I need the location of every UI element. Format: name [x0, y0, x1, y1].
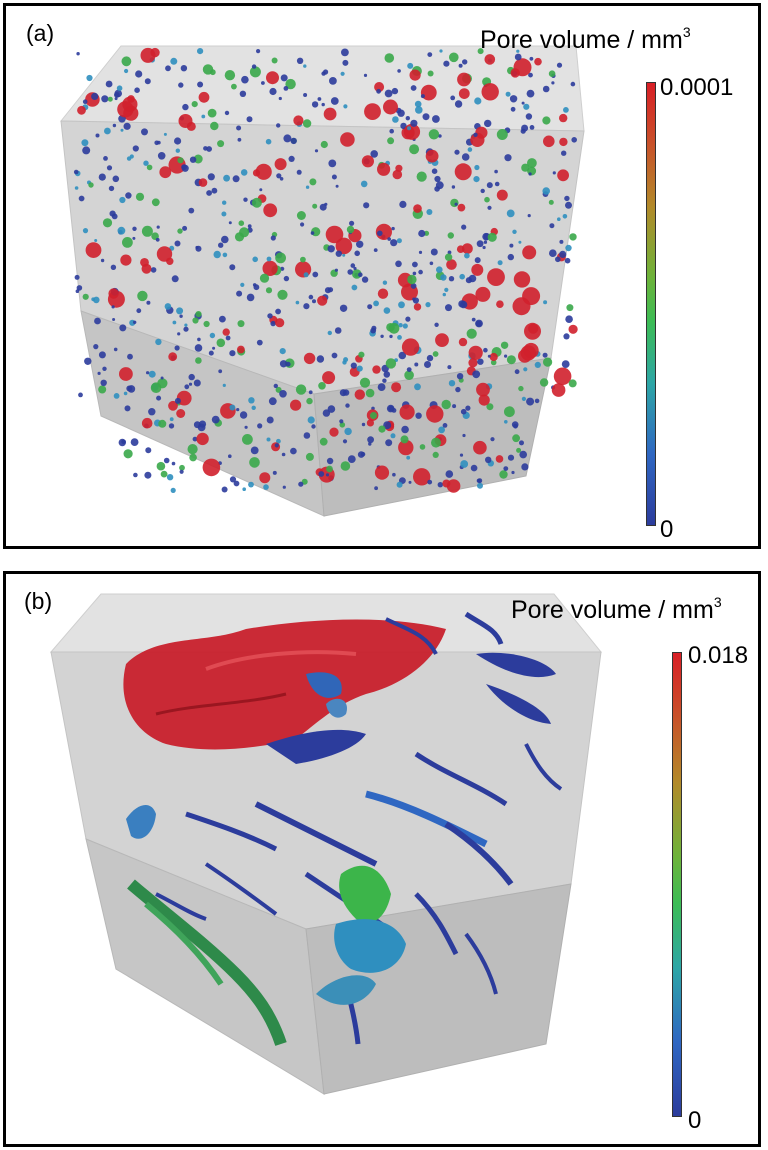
panel-b-label: (b): [24, 588, 53, 614]
cube-render-b: [49, 593, 603, 1095]
colorbar-a-min-label: 0: [660, 516, 674, 543]
panel-b: (b) Pore volume / mm3 0.018 0: [3, 571, 761, 1147]
colorbar-b-min-label: 0: [688, 1107, 702, 1134]
colorbar-b-title: Pore volume / mm3: [511, 594, 722, 624]
colorbar-a: [646, 82, 656, 526]
colorbar-a-max-label: 0.0001: [660, 74, 734, 101]
panel-a-label: (a): [26, 20, 55, 46]
cube-render-a: [59, 45, 585, 517]
colorbar-b: [672, 652, 682, 1117]
panel-a: (a) Pore volume / mm3 0.0001 0: [3, 3, 761, 549]
colorbar-b-max-label: 0.018: [688, 642, 749, 669]
colorbar-a-title: Pore volume / mm3: [480, 24, 691, 54]
